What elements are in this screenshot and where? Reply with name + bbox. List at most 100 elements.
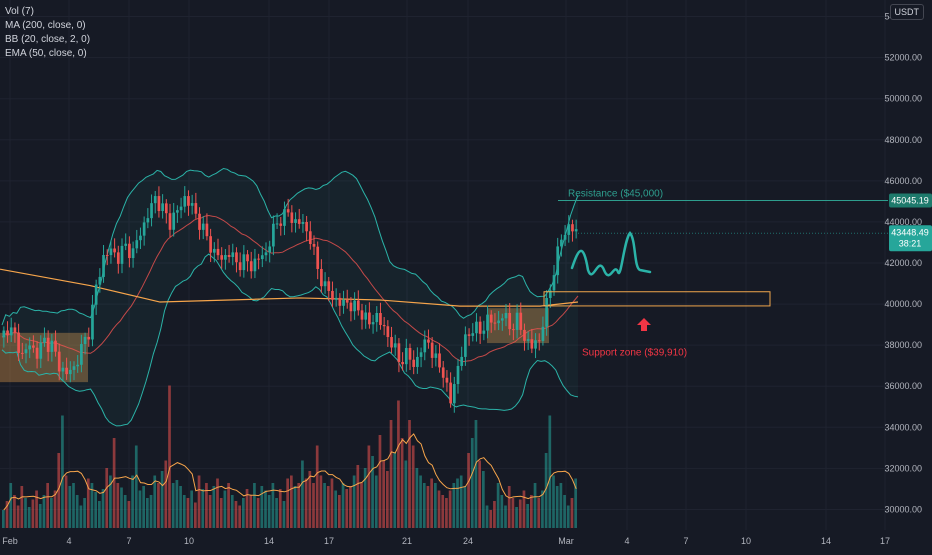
volume-bar: [334, 490, 337, 528]
candle-body: [464, 334, 467, 357]
volume-bar: [489, 510, 493, 528]
volume-bar: [127, 501, 131, 528]
last-price-badge: [889, 225, 932, 252]
volume-bar: [507, 486, 511, 528]
bollinger-lower: [1, 253, 579, 427]
candle-body: [249, 261, 253, 272]
candle-body: [268, 246, 272, 253]
time-tick-label: Mar: [558, 536, 574, 546]
currency-badge[interactable]: USDT: [889, 4, 924, 20]
candle-body: [353, 300, 356, 312]
volume-bar: [13, 495, 16, 528]
volume-bar: [341, 483, 345, 528]
volume-bar: [142, 486, 145, 528]
candle-body: [412, 359, 416, 367]
volume-bar: [42, 495, 46, 528]
candle-body: [545, 297, 548, 327]
candle-body: [46, 337, 50, 352]
candle-body: [87, 336, 91, 340]
volume-bar: [201, 489, 205, 528]
candle-body: [227, 254, 231, 257]
candle-body: [548, 290, 552, 298]
volume-bar: [116, 483, 120, 528]
volume-bar: [64, 475, 68, 528]
volume-bar: [179, 486, 182, 528]
volume-bar: [157, 483, 160, 528]
candle-body: [35, 347, 39, 359]
time-tick-label: 4: [624, 536, 629, 546]
candle-body: [220, 255, 224, 260]
candle-body: [65, 367, 68, 375]
grid-layer: [0, 0, 888, 530]
candle-body: [80, 344, 83, 365]
candle-body: [131, 248, 135, 259]
volume-bar: [434, 483, 437, 528]
volume-bar: [326, 486, 330, 528]
volume-bar: [530, 495, 533, 528]
legend-ema[interactable]: EMA (50, close, 0): [5, 48, 87, 59]
bollinger-fill: [2, 168, 578, 426]
candle-body: [571, 224, 574, 232]
candle-body: [390, 337, 393, 348]
legend-vol[interactable]: Vol (7): [5, 6, 34, 17]
volume-bar: [411, 445, 415, 528]
candle-body: [257, 258, 260, 260]
volume-bar: [212, 486, 216, 528]
candle-body: [161, 203, 164, 212]
candle-body: [471, 333, 475, 336]
candle-body: [393, 343, 397, 348]
time-tick-label: 17: [324, 536, 334, 546]
volume-bar: [426, 486, 430, 528]
volume-bar: [75, 495, 79, 528]
volume-bar: [50, 498, 53, 528]
price-tick-label: 50000.00: [884, 94, 922, 104]
price-tick-label: 48000.00: [884, 135, 922, 145]
volume-bar: [386, 471, 389, 528]
volume-bar: [35, 490, 38, 528]
candle-body: [301, 221, 305, 224]
volume-bar: [53, 490, 57, 528]
candle-body: [120, 245, 124, 264]
candle-body: [345, 299, 349, 303]
candle-body: [467, 334, 471, 336]
volume-bar: [83, 498, 86, 528]
legend-bb[interactable]: BB (20, close, 2, 0): [5, 34, 91, 45]
candle-body: [320, 268, 323, 287]
candle-body: [224, 254, 227, 260]
volume-bar: [404, 460, 408, 528]
candle-body: [460, 356, 464, 366]
volume-bar: [470, 438, 474, 528]
candle-body: [201, 223, 205, 230]
price-tick-label: 30000.00: [884, 504, 922, 514]
volume-bar: [256, 498, 260, 528]
volume-bar: [245, 489, 249, 528]
time-tick-label: 21: [402, 536, 412, 546]
candle-body: [331, 290, 334, 300]
volume-bar: [349, 486, 352, 528]
volume-bar: [267, 495, 271, 528]
price-tick-label: 32000.00: [884, 463, 922, 473]
candle-body: [563, 234, 567, 240]
candle-body: [486, 314, 489, 331]
volume-bar: [371, 456, 374, 528]
candle-body: [153, 196, 157, 204]
volume-bar: [319, 475, 323, 528]
candle-body: [128, 243, 131, 259]
candle-body: [290, 212, 294, 223]
candle-body: [489, 314, 493, 323]
candle-body: [242, 254, 246, 271]
volume-bar: [544, 453, 548, 528]
candle-body: [368, 312, 371, 325]
volume-bar: [138, 490, 142, 528]
volume-bar: [171, 483, 175, 528]
volume-bar: [400, 438, 404, 528]
indicator-legend: Vol (7) MA (200, close, 0) BB (20, close…: [5, 5, 90, 61]
volume-bar: [216, 478, 219, 528]
candle-body: [9, 327, 13, 336]
legend-ma[interactable]: MA (200, close, 0): [5, 20, 86, 31]
time-tick-label: 17: [880, 536, 890, 546]
resistance-price-badge: [889, 193, 932, 208]
candle-body: [364, 312, 368, 320]
